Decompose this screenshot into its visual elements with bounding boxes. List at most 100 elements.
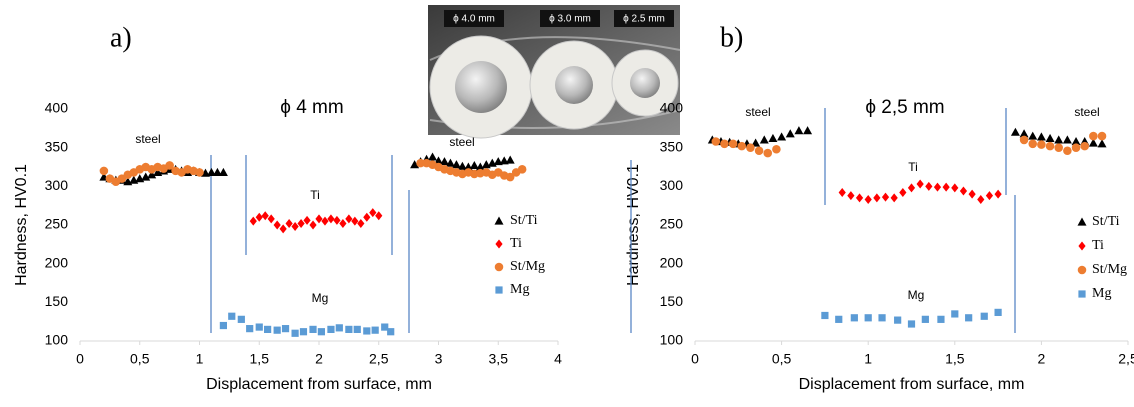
annotation: steel [449, 135, 474, 149]
x-tick-label: 0 [691, 351, 699, 367]
y-tick-label: 300 [660, 177, 684, 193]
marker [720, 139, 729, 149]
photo-label: ϕ 2.5 mm [623, 14, 665, 25]
marker [273, 220, 281, 230]
annotation: Ti [908, 160, 918, 174]
marker [1045, 133, 1055, 142]
marker [1071, 136, 1081, 146]
marker [1097, 139, 1107, 148]
marker [1010, 127, 1020, 136]
marker [416, 158, 425, 168]
marker [381, 323, 389, 331]
marker [369, 208, 377, 218]
marker [1054, 143, 1063, 152]
marker [219, 321, 227, 330]
marker [1054, 135, 1064, 144]
marker [469, 160, 479, 170]
marker [228, 312, 236, 320]
x-tick-label: 3 [435, 351, 443, 367]
marker [475, 162, 485, 171]
marker [873, 193, 881, 203]
marker [855, 193, 864, 203]
y-tick-label: 200 [660, 254, 684, 270]
marker [261, 211, 269, 221]
marker [99, 166, 109, 176]
photo-label: ϕ 4.0 mm [453, 14, 495, 25]
marker [850, 314, 858, 322]
marker [864, 314, 872, 322]
marker [273, 326, 281, 334]
marker [505, 172, 515, 182]
chart-panel: b) ϕ 2,5 mm 100 150 200 250 300 350 400 0 0,5 1 1,5 2… [625, 22, 1134, 393]
marker [327, 214, 335, 224]
marker [1028, 131, 1038, 140]
y-tick-label: 100 [660, 332, 684, 348]
marker [803, 126, 813, 135]
marker [925, 181, 933, 191]
marker [1019, 135, 1029, 145]
y-tick-label: 300 [45, 177, 69, 193]
annotation: Mg [312, 291, 329, 305]
marker [1077, 265, 1087, 275]
marker [505, 155, 515, 164]
marker [759, 135, 769, 144]
marker [1071, 143, 1081, 152]
marker [327, 325, 335, 333]
marker [977, 194, 985, 204]
y-tick-label: 400 [45, 100, 69, 116]
y-tick-label: 150 [45, 293, 69, 309]
legend-label: St/Mg [510, 259, 545, 274]
marker [907, 320, 916, 328]
marker [965, 314, 973, 322]
marker [894, 316, 902, 324]
marker [763, 148, 773, 158]
marker [1080, 141, 1089, 151]
marker [439, 157, 449, 166]
marker [363, 327, 371, 335]
marker [165, 161, 174, 170]
marker [494, 262, 504, 272]
marker [838, 188, 846, 198]
y-tick-label: 350 [45, 138, 69, 154]
marker [249, 216, 257, 226]
marker [309, 325, 317, 333]
photo-label: ϕ 3.0 mm [549, 14, 591, 25]
x-tick-label: 0,5 [130, 351, 150, 367]
marker [317, 328, 325, 336]
chart-title: ϕ 2,5 mm [865, 97, 944, 118]
marker [1045, 141, 1055, 151]
marker [291, 222, 299, 232]
marker [375, 211, 383, 221]
marker [847, 191, 855, 201]
marker [994, 308, 1002, 316]
marker [321, 216, 329, 226]
y-tick-label: 350 [660, 138, 684, 154]
x-tick-label: 1,5 [945, 351, 965, 367]
y-tick-label: 150 [660, 293, 684, 309]
marker [777, 132, 787, 141]
marker [335, 324, 343, 332]
marker [1089, 131, 1098, 141]
marker [351, 216, 359, 226]
marker [916, 179, 924, 189]
marker [195, 168, 204, 177]
marker [907, 183, 916, 193]
marker [299, 328, 308, 336]
x-tick-label: 1,5 [250, 351, 270, 367]
marker [495, 286, 503, 294]
marker [878, 314, 886, 322]
y-axis-label: Hardness, HV0.1 [625, 164, 642, 286]
chart-title: ϕ 4 mm [280, 97, 343, 118]
marker [794, 126, 804, 135]
label-box [540, 10, 600, 27]
marker [264, 325, 272, 333]
marker [881, 192, 890, 202]
marker [147, 170, 157, 179]
marker [711, 137, 721, 146]
marker [959, 186, 968, 196]
marker [728, 139, 738, 149]
marker [333, 215, 341, 225]
x-tick-label: 0,5 [772, 351, 792, 367]
marker [285, 218, 293, 228]
label-box [614, 10, 674, 27]
